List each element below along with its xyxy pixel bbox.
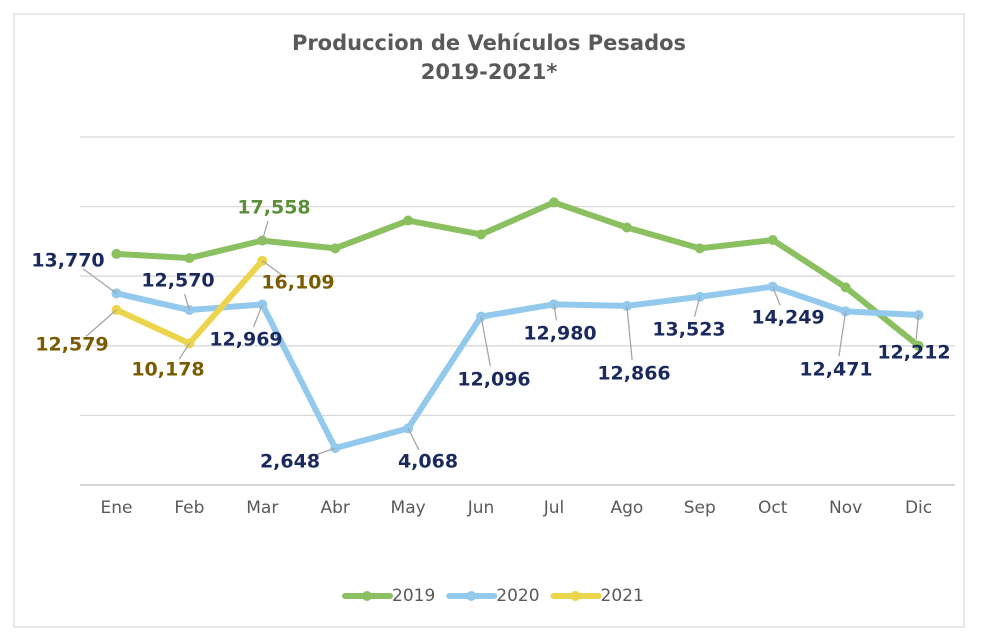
data-label: 13,770	[31, 250, 104, 272]
leader-line	[306, 447, 336, 459]
legend-marker	[362, 591, 372, 601]
leader-line	[82, 268, 117, 294]
data-label: 17,558	[237, 197, 310, 219]
legend-label: 2021	[601, 586, 644, 606]
leader-line	[626, 305, 633, 361]
data-label: 12,980	[523, 323, 596, 345]
x-tick-label: Feb	[174, 498, 204, 518]
x-tick-label: Dic	[905, 498, 932, 518]
leader-line	[407, 428, 420, 451]
leader-line	[183, 293, 190, 311]
chart-title: Produccion de Vehículos Pesados	[292, 31, 686, 55]
leader-line	[693, 296, 701, 317]
leader-line	[772, 286, 781, 306]
x-tick-label: Jul	[543, 498, 565, 518]
data-point	[111, 248, 122, 259]
x-tick-label: Oct	[758, 498, 788, 518]
data-label: 12,579	[35, 334, 108, 356]
leader-line	[838, 311, 847, 357]
x-tick-label: Abr	[320, 498, 349, 518]
leader-line	[252, 304, 263, 328]
data-label: 13,523	[652, 319, 725, 341]
chart-subtitle: 2019-2021*	[421, 60, 558, 84]
x-tick-label: Ene	[100, 498, 132, 518]
x-tick-label: Nov	[829, 498, 862, 518]
data-point	[184, 253, 195, 264]
leader-line	[261, 260, 284, 277]
data-label: 16,109	[261, 272, 334, 294]
data-point	[913, 340, 924, 351]
data-point	[767, 235, 778, 246]
data-point	[621, 222, 632, 233]
data-point	[694, 243, 705, 254]
legend-label: 2020	[496, 586, 539, 606]
data-point	[548, 197, 559, 208]
data-point	[840, 282, 851, 293]
legend-marker	[466, 591, 477, 601]
data-point	[330, 243, 341, 254]
x-tick-label: Mar	[246, 498, 278, 518]
series-line	[113, 199, 922, 349]
series-line	[113, 283, 922, 452]
leader-line	[261, 220, 269, 241]
leader-line	[480, 316, 492, 367]
x-tick-label: Ago	[610, 498, 643, 518]
data-point	[403, 215, 414, 226]
chart-border	[13, 13, 965, 628]
data-label: 12,866	[597, 363, 670, 385]
leader-line	[178, 342, 190, 360]
x-tick-label: May	[391, 498, 426, 518]
data-label: 2,648	[260, 451, 320, 473]
data-label: 12,212	[877, 342, 950, 364]
data-label: 10,178	[131, 359, 204, 381]
data-label: 12,471	[799, 359, 872, 381]
data-label: 14,249	[751, 307, 824, 329]
data-label: 12,969	[209, 329, 282, 351]
data-label: 12,570	[141, 270, 214, 292]
data-label: 12,096	[457, 369, 530, 391]
data-label: 4,068	[398, 451, 458, 473]
x-tick-label: Jun	[467, 498, 495, 518]
legend-marker	[570, 591, 581, 601]
leader-line	[915, 314, 920, 340]
data-point	[476, 229, 487, 240]
leader-line	[553, 304, 558, 321]
x-tick-label: Sep	[684, 498, 716, 518]
legend-label: 2019	[392, 586, 435, 606]
leader-line	[85, 309, 117, 337]
